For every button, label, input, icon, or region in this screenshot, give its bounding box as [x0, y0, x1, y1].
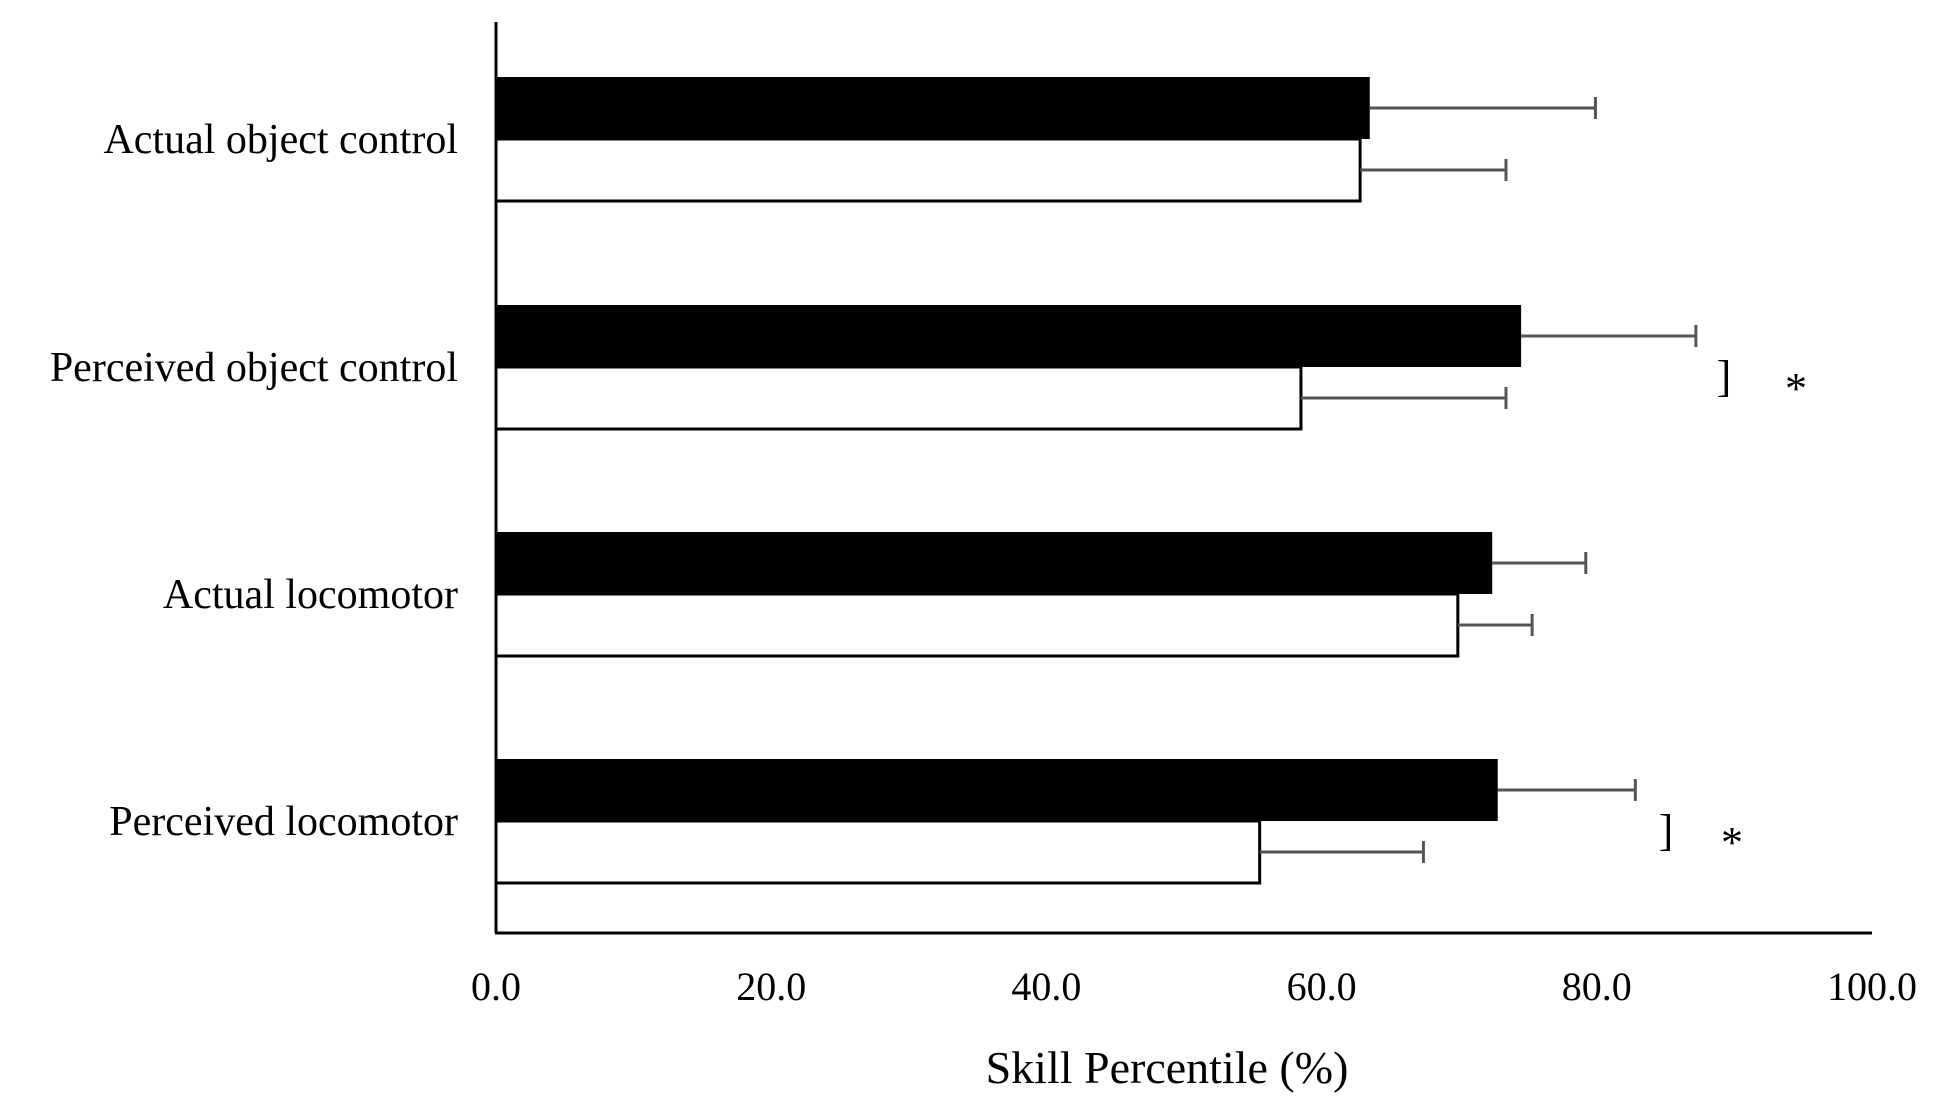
significance-bracket-0: ] — [1717, 352, 1732, 401]
significance-bracket-1: ] — [1659, 806, 1674, 855]
category-label-1: Perceived object control — [50, 345, 458, 391]
bar-white-3 — [494, 819, 1262, 885]
category-label-3: Perceived locomotor — [109, 799, 458, 845]
bar-black-3 — [496, 759, 1498, 821]
bar-white-2 — [494, 592, 1460, 658]
bar-black-0 — [496, 77, 1370, 139]
category-label-0: Actual object control — [103, 117, 458, 163]
x-tick-label-5: 100.0 — [1827, 964, 1917, 1009]
bars-layer — [494, 77, 1522, 885]
significance-star-0: * — [1785, 364, 1807, 413]
bar-black-1 — [496, 305, 1522, 367]
x-axis-title: Skill Percentile (%) — [986, 1042, 1349, 1093]
bar-white-1 — [494, 365, 1303, 431]
bar-white-0 — [494, 137, 1362, 203]
x-tick-label-3: 60.0 — [1287, 964, 1357, 1009]
x-tick-label-2: 40.0 — [1011, 964, 1081, 1009]
bar-black-2 — [496, 532, 1493, 594]
x-tick-label-0: 0.0 — [471, 964, 521, 1009]
axes-layer — [494, 22, 1872, 935]
category-label-2: Actual locomotor — [163, 572, 458, 618]
significance-star-1: * — [1721, 818, 1743, 867]
error-bars-layer — [1259, 97, 1698, 863]
x-tick-label-4: 80.0 — [1562, 964, 1632, 1009]
x-tick-label-1: 20.0 — [736, 964, 806, 1009]
labels-layer: Actual object control Perceived object co… — [50, 117, 1917, 1009]
